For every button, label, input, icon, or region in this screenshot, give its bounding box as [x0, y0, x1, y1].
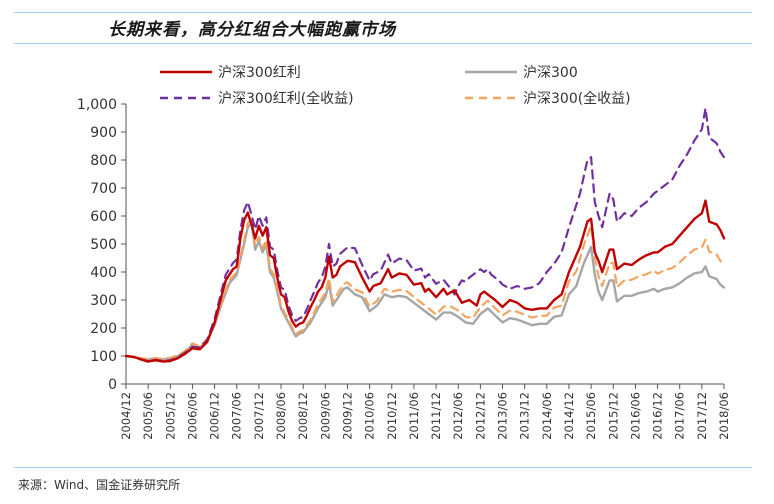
- y-tick-label: 600: [90, 209, 117, 225]
- x-tick-label: 2016/06: [628, 392, 642, 440]
- y-tick-label: 100: [90, 349, 117, 365]
- y-tick-label: 400: [90, 265, 117, 281]
- y-tick-label: 200: [90, 321, 117, 337]
- x-tick-label: 2005/12: [163, 392, 177, 440]
- legend-label: 沪深300红利: [218, 65, 301, 81]
- y-tick-label: 0: [108, 377, 117, 393]
- bottom-rule: [14, 467, 752, 468]
- x-tick-label: 2011/12: [429, 392, 443, 440]
- x-tick-label: 2013/06: [496, 392, 510, 440]
- x-tick-label: 2010/12: [385, 392, 399, 440]
- x-tick-label: 2012/12: [473, 392, 487, 440]
- x-tick-label: 2011/06: [407, 392, 421, 440]
- x-tick-label: 2006/12: [208, 392, 222, 440]
- y-tick-label: 800: [90, 153, 117, 169]
- series-line: [124, 107, 726, 363]
- top-rule: [14, 12, 752, 13]
- x-tick-label: 2015/06: [584, 392, 598, 440]
- x-tick-label: 2017/06: [673, 392, 687, 440]
- legend-label: 沪深300(全收益): [523, 90, 631, 107]
- x-tick-label: 2013/12: [518, 392, 532, 440]
- x-tick-label: 2009/12: [340, 392, 354, 440]
- x-tick-label: 2016/12: [651, 392, 665, 440]
- x-tick-label: 2010/06: [363, 392, 377, 440]
- legend-label: 沪深300: [523, 65, 578, 81]
- y-tick-label: 500: [90, 237, 117, 253]
- x-tick-label: 2018/06: [717, 392, 731, 440]
- x-tick-label: 2008/12: [296, 392, 310, 440]
- x-tick-label: 2007/06: [230, 392, 244, 440]
- source-note: 来源：Wind、国金证券研究所: [18, 478, 181, 492]
- legend: 沪深300红利 沪深300 沪深300红利(全收益) 沪深300(全收益): [160, 65, 631, 107]
- y-tick-label: 700: [90, 181, 117, 197]
- y-tick-label: 1,000: [77, 97, 117, 113]
- series-line: [124, 217, 726, 361]
- y-tick-label: 900: [90, 125, 117, 141]
- legend-label: 沪深300红利(全收益): [218, 90, 354, 107]
- axes: 0 100 200 300 400 500 600 700 800 900 1,000 2004/12…: [77, 97, 731, 440]
- x-tick-label: 2008/06: [274, 392, 288, 440]
- chart-title: 长期来看，高分红组合大幅跑赢市场: [108, 20, 396, 40]
- x-tick-label: 2015/12: [606, 392, 620, 440]
- x-tick-label: 2017/12: [695, 392, 709, 440]
- x-tick-label: 2009/06: [318, 392, 332, 440]
- title-rule: [14, 43, 752, 44]
- x-tick-label: 2007/12: [252, 392, 266, 440]
- x-tick-label: 2014/12: [562, 392, 576, 440]
- series-layer: [124, 107, 726, 363]
- x-tick-label: 2006/06: [185, 392, 199, 440]
- x-tick-label: 2012/06: [451, 392, 465, 440]
- x-tick-label: 2014/06: [540, 392, 554, 440]
- x-tick-label: 2005/06: [141, 392, 155, 440]
- series-line: [124, 199, 726, 363]
- y-tick-label: 300: [90, 293, 117, 309]
- x-tick-label: 2004/12: [119, 392, 133, 440]
